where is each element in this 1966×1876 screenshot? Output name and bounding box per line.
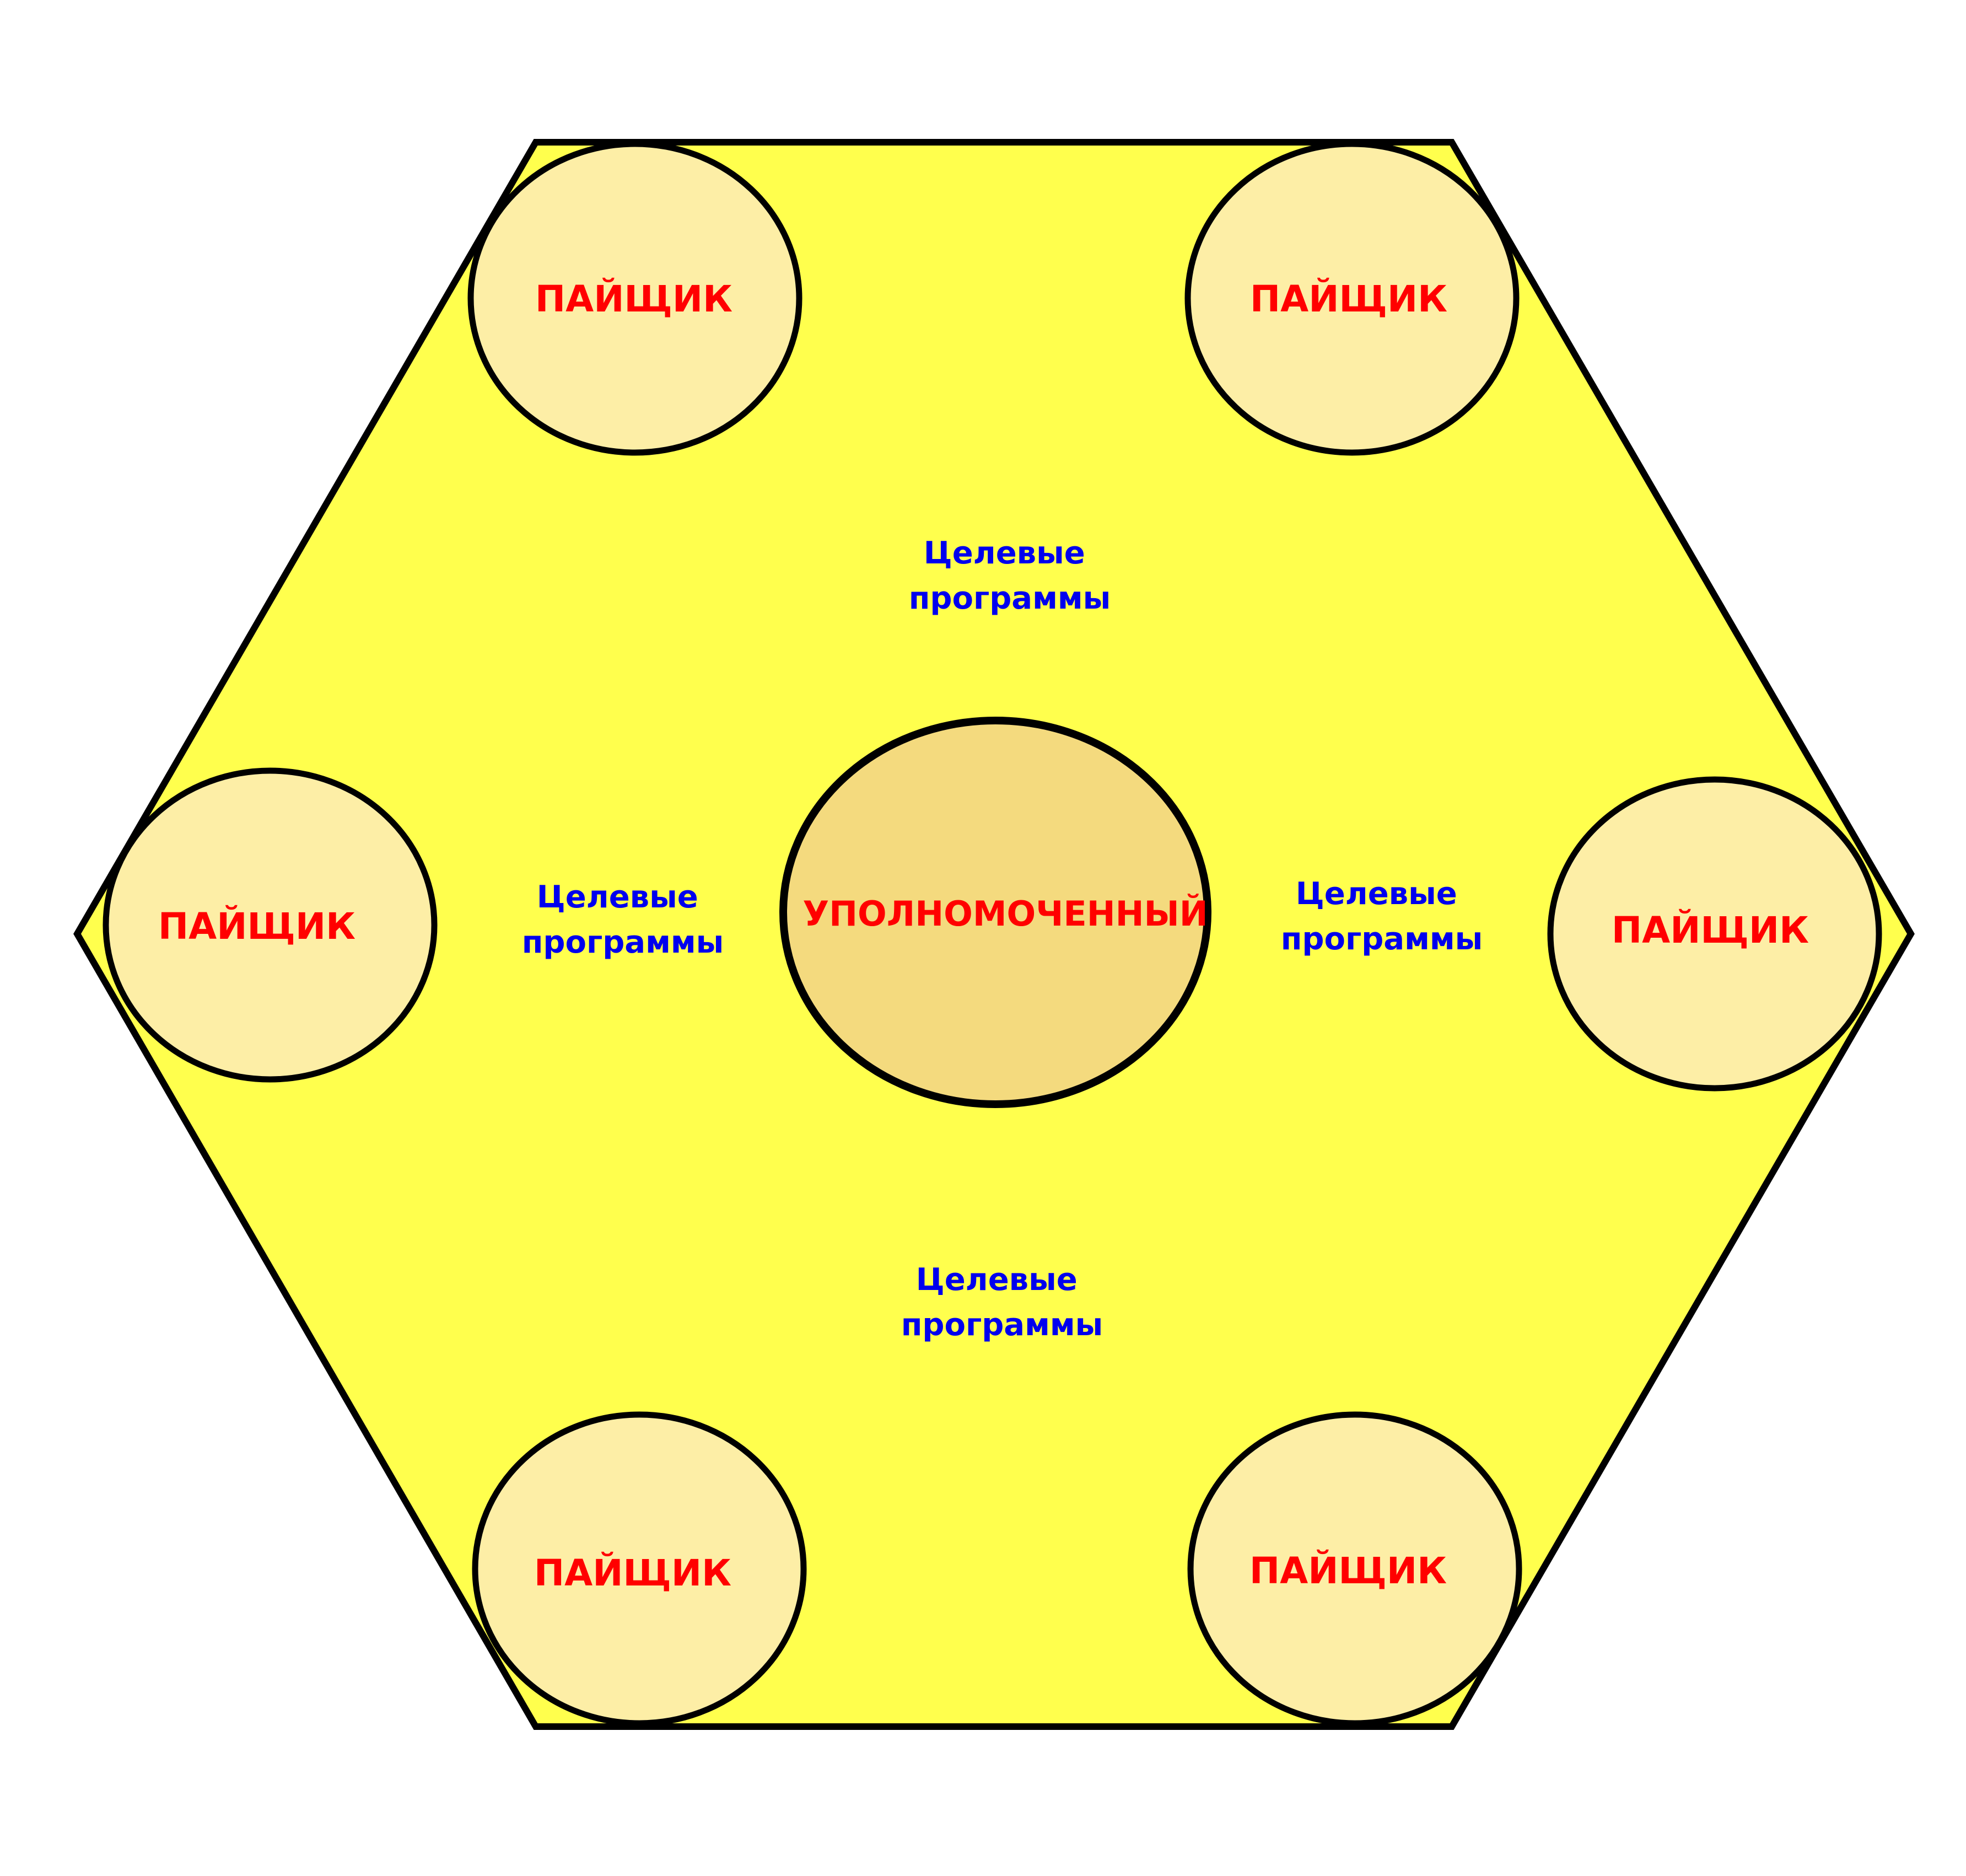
member-circle xyxy=(467,141,802,456)
member-label: ПАЙЩИК xyxy=(1612,909,1809,952)
center-node: УПОЛНОМОЧЕННЫЙ xyxy=(779,717,1211,1108)
member-circle xyxy=(472,1411,807,1727)
member-node-left: ПАЙЩИК xyxy=(103,767,438,1083)
member-node-right: ПАЙЩИК xyxy=(1547,776,1882,1092)
program-label-right: Целевые программы xyxy=(1281,876,1483,957)
member-circle xyxy=(1184,141,1520,456)
member-node-bottom-right: ПАЙЩИК xyxy=(1187,1411,1522,1727)
member-node-top-left: ПАЙЩИК xyxy=(467,141,802,456)
program-label-left: Целевые программы xyxy=(522,879,724,960)
member-label: ПАЙЩИК xyxy=(1250,277,1447,320)
member-node-bottom-left: ПАЙЩИК xyxy=(472,1411,807,1727)
center-circle xyxy=(779,717,1211,1108)
member-node-top-right: ПАЙЩИК xyxy=(1184,141,1520,456)
member-label: ПАЙЩИК xyxy=(534,1551,731,1594)
member-circle xyxy=(1547,776,1882,1092)
center-label: УПОЛНОМОЧЕННЫЙ xyxy=(802,894,1208,934)
member-circle xyxy=(103,767,438,1083)
program-label-bottom: Целевые программы xyxy=(901,1262,1103,1343)
member-circle xyxy=(1187,1411,1522,1727)
member-label: ПАЙЩИК xyxy=(535,277,732,320)
member-label: ПАЙЩИК xyxy=(158,905,356,948)
member-label: ПАЙЩИК xyxy=(1249,1549,1447,1592)
program-label-top: Целевые программы xyxy=(909,535,1111,616)
